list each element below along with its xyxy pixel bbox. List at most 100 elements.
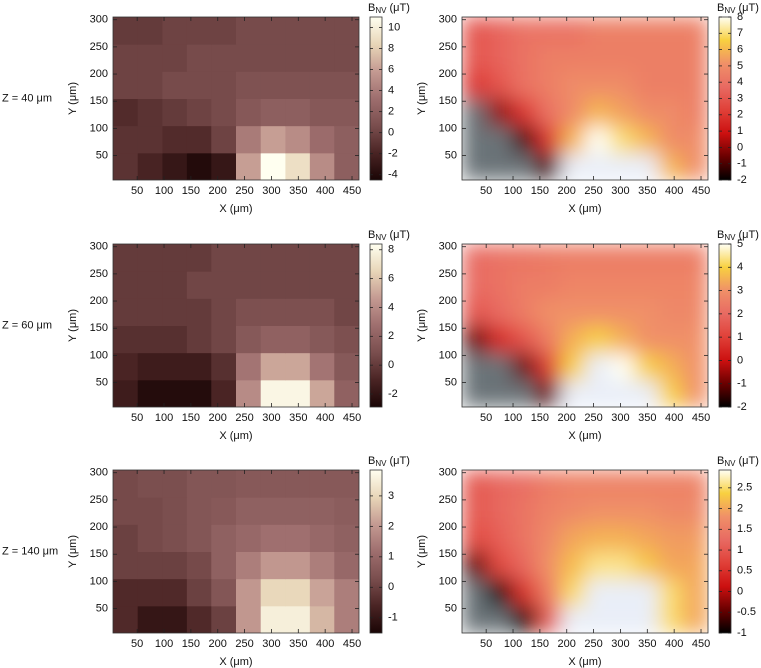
y-tick-label: 100 xyxy=(90,349,108,361)
heatmap-cell xyxy=(486,379,512,407)
heatmap-cell xyxy=(535,470,561,498)
y-axis-label: Y (μm) xyxy=(67,535,79,568)
heatmap-cell xyxy=(658,17,684,45)
heatmap-cell xyxy=(634,379,660,407)
heatmap-cell xyxy=(285,44,311,72)
heatmap-cell xyxy=(683,497,708,525)
colorbar-tick-label: 0 xyxy=(737,354,743,366)
colorbar-label: BNV (μT) xyxy=(368,2,410,15)
heatmap-cell xyxy=(113,271,139,299)
heatmap-cell xyxy=(658,379,684,407)
colorbar-tick-label: -4 xyxy=(388,169,398,181)
y-tick-label: 250 xyxy=(439,494,457,506)
heatmap-cell xyxy=(609,271,635,299)
x-tick-label: 450 xyxy=(343,185,361,197)
heatmap-cell xyxy=(260,470,286,498)
heatmap-cell xyxy=(285,379,311,407)
heatmap-cell xyxy=(560,470,586,498)
heatmap-cell xyxy=(560,578,586,607)
heatmap-cell xyxy=(486,71,512,99)
heatmap-cell xyxy=(186,605,212,633)
heatmap-cell xyxy=(309,578,335,607)
heatmap-cell xyxy=(162,17,188,45)
heatmap-cell xyxy=(211,524,237,552)
heatmap-cell xyxy=(658,551,684,580)
heatmap-cell xyxy=(186,524,212,552)
heatmap-cell xyxy=(683,152,708,180)
heatmap-cell xyxy=(309,497,335,525)
heatmap-cell xyxy=(511,98,537,127)
heatmap-cell xyxy=(211,325,237,354)
x-tick-label: 50 xyxy=(480,185,492,197)
heatmap-cell xyxy=(609,605,635,633)
heatmap-cell xyxy=(609,17,635,45)
x-tick-label: 150 xyxy=(182,638,200,650)
colorbar-tick-label: 5 xyxy=(737,60,743,72)
heatmap-cell xyxy=(211,125,237,154)
colorbar-tick-label: -1 xyxy=(737,158,747,170)
heatmap-cell xyxy=(260,152,286,180)
heatmap-cell xyxy=(260,578,286,607)
heatmap-cell xyxy=(462,244,488,272)
heatmap-cell xyxy=(186,271,212,299)
x-tick-label: 450 xyxy=(692,638,710,650)
heatmap-cell xyxy=(113,244,139,272)
x-axis-label: X (μm) xyxy=(568,656,601,668)
heatmap-cell xyxy=(186,352,212,381)
heatmap-cell xyxy=(260,271,286,299)
heatmap-cell xyxy=(309,470,335,498)
heatmap-cell xyxy=(186,17,212,45)
heatmap-cell xyxy=(535,17,561,45)
x-tick-label: 200 xyxy=(558,412,576,424)
heatmap-cell xyxy=(334,17,359,45)
heatmap-cell xyxy=(683,98,708,127)
colorbar-tick-label: 0 xyxy=(388,581,394,593)
heatmap-cell xyxy=(658,271,684,299)
colorbar-tick-label: 8 xyxy=(737,11,743,23)
colorbar-tick-label: 1 xyxy=(737,544,743,556)
x-tick-label: 200 xyxy=(558,185,576,197)
heatmap-cell xyxy=(486,325,512,354)
heatmap-cell xyxy=(285,298,311,326)
colorbar-tick-label: 6 xyxy=(737,44,743,56)
x-axis-label: X (μm) xyxy=(219,430,252,442)
heatmap-cell xyxy=(486,470,512,498)
colorbar-tick-label: -2 xyxy=(737,401,747,413)
x-tick-label: 300 xyxy=(262,185,280,197)
y-axis-label: Y (μm) xyxy=(416,309,428,342)
heatmap-cell xyxy=(560,71,586,99)
heatmap-cell xyxy=(211,152,237,180)
heatmap-cell xyxy=(236,379,262,407)
heatmap-cell xyxy=(334,298,359,326)
heatmap-cell xyxy=(186,125,212,154)
heatmap-cell xyxy=(137,271,163,299)
y-tick-label: 300 xyxy=(439,14,457,26)
x-tick-label: 250 xyxy=(235,412,253,424)
heatmap-cell xyxy=(211,578,237,607)
heatmap-cell xyxy=(162,352,188,381)
colorbar-tick-label: 2 xyxy=(388,520,394,532)
heatmap-cell xyxy=(236,578,262,607)
colorbar-label-subscript: NV xyxy=(724,233,736,242)
heatmap-cell xyxy=(634,470,660,498)
x-tick-label: 450 xyxy=(692,185,710,197)
heatmap-cell xyxy=(683,271,708,299)
heatmap-cells xyxy=(462,470,708,633)
colorbar-tick-label: 1.5 xyxy=(737,523,752,535)
heatmap-cell xyxy=(137,152,163,180)
y-tick-label: 300 xyxy=(90,467,108,479)
heatmap-cell xyxy=(236,152,262,180)
heatmap-cell xyxy=(634,352,660,381)
heatmap-cell xyxy=(236,98,262,127)
heatmap-cell xyxy=(609,125,635,154)
heatmap-cell xyxy=(162,325,188,354)
heatmap xyxy=(113,470,359,633)
colorbar-label-unit: (μT) xyxy=(389,455,409,467)
x-tick-label: 300 xyxy=(611,638,629,650)
heatmap-cell xyxy=(334,470,359,498)
heatmap-cell xyxy=(186,244,212,272)
colorbar-tick-label: 3 xyxy=(737,92,743,104)
heatmap-cell xyxy=(560,17,586,45)
heatmap-cell xyxy=(113,152,139,180)
heatmap-cell xyxy=(211,98,237,127)
